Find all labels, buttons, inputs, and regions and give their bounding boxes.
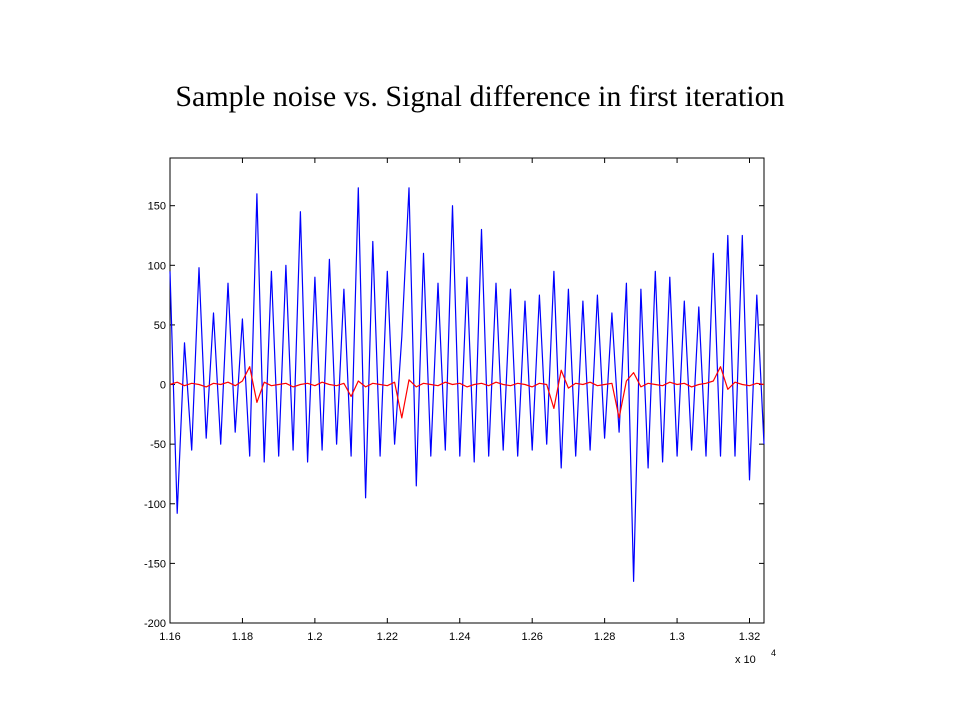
y-tick-label: -150 bbox=[144, 558, 166, 570]
y-tick-label: 50 bbox=[154, 320, 166, 332]
x-tick-label: 1.18 bbox=[232, 631, 253, 643]
x-tick-label: 1.16 bbox=[159, 631, 180, 643]
x-tick-label: 1.26 bbox=[521, 631, 542, 643]
y-tick-label: -200 bbox=[144, 618, 166, 630]
x-tick-label: 1.2 bbox=[307, 631, 322, 643]
y-tick-label: -50 bbox=[150, 439, 166, 451]
y-tick-label: 0 bbox=[160, 380, 166, 392]
x-tick-label: 1.28 bbox=[594, 631, 615, 643]
chart-title: Sample noise vs. Signal difference in fi… bbox=[175, 80, 784, 113]
x-multiplier: x 10 bbox=[735, 654, 756, 666]
x-tick-label: 1.22 bbox=[377, 631, 398, 643]
y-tick-label: -100 bbox=[144, 499, 166, 511]
x-tick-label: 1.24 bbox=[449, 631, 470, 643]
x-tick-label: 1.32 bbox=[739, 631, 760, 643]
y-tick-label: 100 bbox=[148, 260, 166, 272]
plot-frame bbox=[169, 157, 765, 624]
x-exponent: 4 bbox=[771, 648, 776, 658]
series-line bbox=[169, 187, 765, 582]
series-line bbox=[169, 366, 765, 419]
y-tick-label: 150 bbox=[148, 201, 166, 213]
x-tick-label: 1.3 bbox=[669, 631, 684, 643]
